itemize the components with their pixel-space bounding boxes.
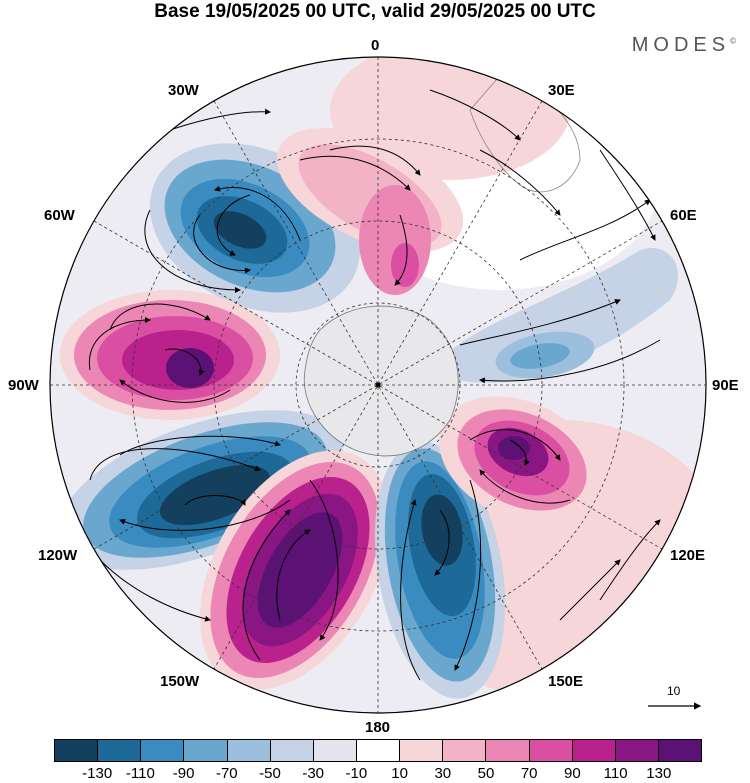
modes-logo: MODES©: [632, 34, 736, 57]
colorbar-swatch: [227, 740, 271, 761]
colorbar-ticks: -130 -110 -90 -70 -50 -30 -10 10 30 50 70 90 110 130: [0, 765, 750, 783]
colorbar-swatch: [141, 740, 185, 761]
colorbar-tick-label: 10: [391, 765, 408, 782]
colorbar-swatch: [443, 740, 487, 761]
brand-text: MODES: [631, 34, 731, 56]
lon-label-90e: 90E: [712, 377, 739, 394]
lon-label-30w: 30W: [168, 82, 199, 99]
landmass-antarctica: [303, 305, 459, 457]
colorbar-swatch: [615, 740, 659, 761]
anomaly-neg-120w: [57, 410, 343, 570]
lon-label-60e: 60E: [670, 207, 697, 224]
lon-label-30e: 30E: [548, 82, 575, 99]
colorbar-tick-label: -30: [302, 765, 325, 782]
anomaly-pos-100e: [439, 396, 601, 524]
colorbar-tick-label: 130: [646, 765, 672, 782]
lon-label-150w: 150W: [160, 673, 200, 690]
colorbar-tick-label: -130: [82, 765, 113, 782]
colorbar-tick-label: -70: [215, 765, 238, 782]
colorbar-swatch: [529, 740, 573, 761]
colorbar-swatch: [184, 740, 228, 761]
colorbar-tick-label: -50: [259, 765, 281, 782]
colorbar-swatch: [55, 740, 99, 761]
chart-title: Base 19/05/2025 00 UTC, valid 29/05/2025…: [154, 1, 596, 22]
wind-vectors: [88, 89, 661, 681]
colorbar-tick-label: 70: [520, 765, 538, 782]
colorbar-tick-label: 110: [603, 765, 628, 782]
south-pole-marker: [375, 382, 381, 388]
map-graticule: [50, 57, 706, 713]
colorbar-tick-label: 90: [564, 765, 581, 782]
map-border: [49, 56, 707, 714]
colorbar-swatch: [572, 740, 616, 761]
colorbar: [54, 739, 702, 762]
colorbar-tick-label: -90: [172, 765, 195, 782]
copyright-mark: ©: [730, 36, 736, 46]
colorbar-swatch: [313, 740, 357, 761]
colorbar-tick-label: -110: [125, 765, 155, 782]
polar-map: [49, 56, 707, 714]
colorbar-tick-label: -10: [345, 765, 368, 782]
colorbar-swatch: [400, 740, 444, 761]
lon-label-120w: 120W: [38, 547, 78, 564]
anomaly-pos-0: [276, 128, 464, 295]
lon-label-0: 0: [371, 37, 380, 54]
reference-vector-label: 10: [667, 684, 681, 698]
lon-label-150e: 150E: [548, 673, 584, 690]
anomaly-neg-80e: [440, 248, 679, 383]
lon-label-60w: 60W: [44, 207, 75, 224]
lon-label-90w: 90W: [8, 377, 39, 394]
colorbar-swatch: [658, 740, 702, 761]
colorbar-tick-label: 50: [477, 765, 495, 782]
lon-label-180: 180: [365, 719, 391, 736]
lon-label-120e: 120E: [670, 547, 706, 564]
colorbar-swatch: [270, 740, 314, 761]
colorbar-swatch: [98, 740, 142, 761]
colorbar-swatch: [486, 740, 530, 761]
colorbar-tick-label: 30: [434, 765, 452, 782]
colorbar-swatch: [356, 740, 401, 761]
